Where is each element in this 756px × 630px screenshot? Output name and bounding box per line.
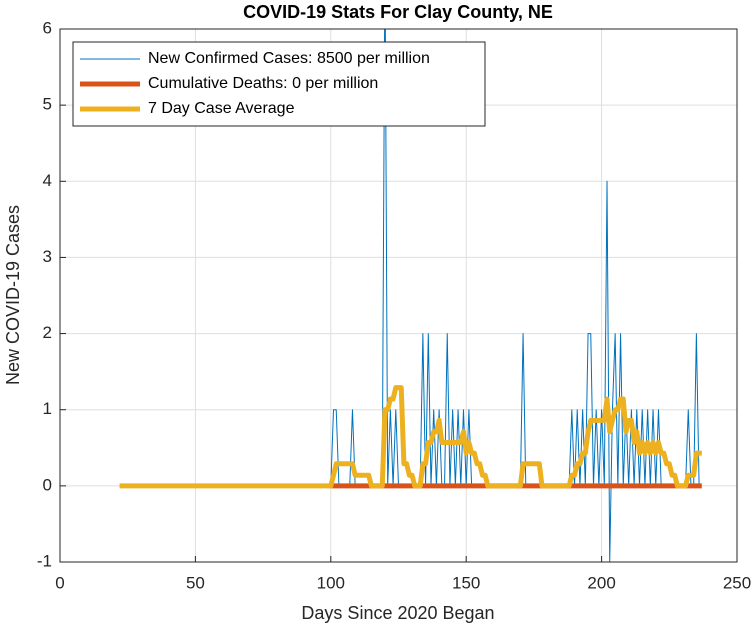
lines [119, 29, 702, 562]
legend-label: New Confirmed Cases: 8500 per million [148, 50, 430, 67]
x-tick-label: 200 [587, 573, 615, 592]
legend: New Confirmed Cases: 8500 per million Cum… [72, 41, 486, 127]
y-tick-label: 4 [43, 171, 52, 190]
x-tick-label: 100 [317, 573, 345, 592]
y-tick-label: 2 [43, 323, 52, 342]
chart-title: COVID-19 Stats For Clay County, NE [243, 2, 553, 22]
x-tick-label: 250 [723, 573, 751, 592]
axes-box [59, 28, 738, 563]
x-tick-label: 0 [55, 573, 64, 592]
y-tick-label: 1 [43, 399, 52, 418]
x-tick-label: 50 [186, 573, 205, 592]
legend-label: Cumulative Deaths: 0 per million [148, 75, 378, 92]
y-tick-label: 0 [43, 475, 52, 494]
data-line [119, 385, 702, 489]
y-tick-label: -1 [37, 551, 52, 570]
y-tick-label: 3 [43, 247, 52, 266]
legend-label: 7 Day Case Average [148, 100, 295, 117]
legend-box [72, 41, 486, 127]
y-tick-label: 5 [43, 95, 52, 114]
y-tick-label: 6 [43, 18, 52, 37]
x-tick-label: 150 [452, 573, 480, 592]
x-axis-label: Days Since 2020 Began [301, 603, 494, 623]
y-axis-label: New COVID-19 Cases [3, 205, 23, 385]
